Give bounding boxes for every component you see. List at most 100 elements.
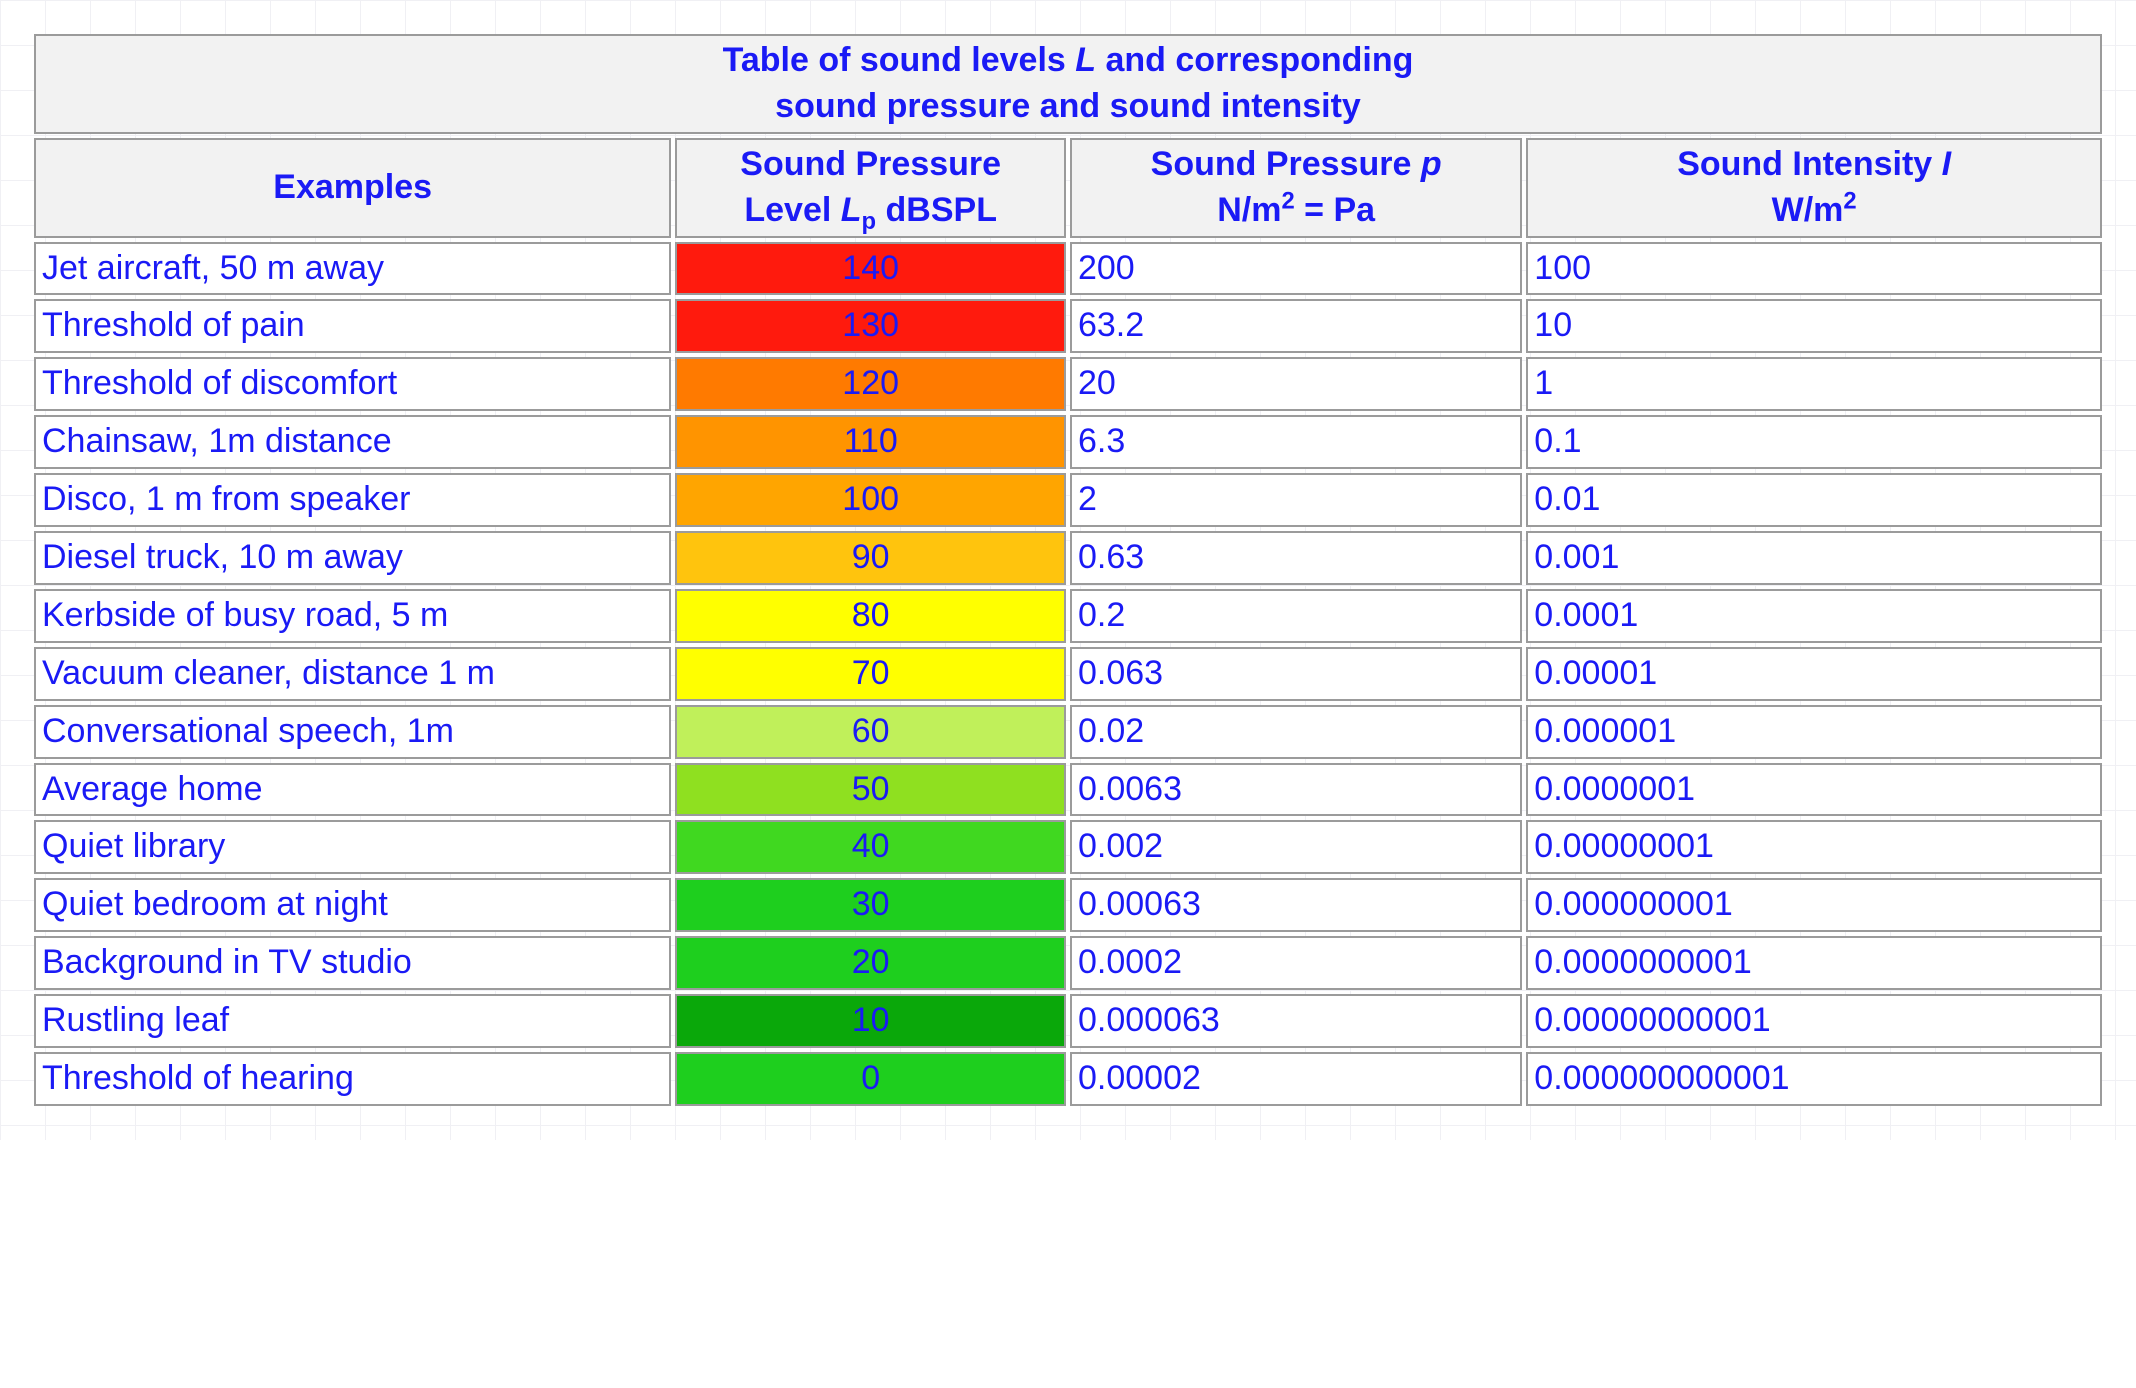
table-row: Threshold of hearing00.000020.0000000000… <box>34 1052 2102 1106</box>
cell-pressure: 0.0002 <box>1070 936 1522 990</box>
col-pressure-l2-pre: N/m <box>1217 191 1281 229</box>
cell-intensity: 0.000001 <box>1526 705 2102 759</box>
table-head: Table of sound levels L and correspondin… <box>34 34 2102 238</box>
cell-example: Threshold of pain <box>34 299 671 353</box>
cell-pressure: 0.002 <box>1070 820 1522 874</box>
col-pressure-sup: 2 <box>1281 187 1294 214</box>
cell-pressure: 0.02 <box>1070 705 1522 759</box>
col-pressure-l1-pre: Sound Pressure <box>1151 145 1421 183</box>
cell-level: 60 <box>675 705 1066 759</box>
cell-example: Threshold of discomfort <box>34 357 671 411</box>
cell-example: Diesel truck, 10 m away <box>34 531 671 585</box>
cell-pressure: 0.63 <box>1070 531 1522 585</box>
cell-intensity: 0.00001 <box>1526 647 2102 701</box>
table-row: Background in TV studio200.00020.0000000… <box>34 936 2102 990</box>
cell-intensity: 0.1 <box>1526 415 2102 469</box>
cell-level: 80 <box>675 589 1066 643</box>
col-pressure-sym: p <box>1421 145 1442 183</box>
table-row: Diesel truck, 10 m away900.630.001 <box>34 531 2102 585</box>
cell-pressure: 0.00002 <box>1070 1052 1522 1106</box>
col-intensity-l2-pre: W/m <box>1772 191 1844 229</box>
table-row: Threshold of pain13063.210 <box>34 299 2102 353</box>
table-row: Vacuum cleaner, distance 1 m700.0630.000… <box>34 647 2102 701</box>
col-intensity: Sound Intensity I W/m2 <box>1526 138 2102 238</box>
table-row: Threshold of discomfort120201 <box>34 357 2102 411</box>
cell-level: 70 <box>675 647 1066 701</box>
cell-intensity: 0.0001 <box>1526 589 2102 643</box>
cell-example: Jet aircraft, 50 m away <box>34 242 671 296</box>
table-row: Conversational speech, 1m600.020.000001 <box>34 705 2102 759</box>
col-intensity-sup: 2 <box>1843 187 1856 214</box>
col-level-l2-pre: Level <box>744 191 840 229</box>
cell-level: 20 <box>675 936 1066 990</box>
table-row: Jet aircraft, 50 m away140200100 <box>34 242 2102 296</box>
cell-intensity: 0.00000001 <box>1526 820 2102 874</box>
cell-pressure: 20 <box>1070 357 1522 411</box>
col-intensity-l1-pre: Sound Intensity <box>1677 145 1941 183</box>
cell-level: 90 <box>675 531 1066 585</box>
cell-intensity: 1 <box>1526 357 2102 411</box>
col-level-l2-post: dBSPL <box>876 191 997 229</box>
cell-pressure: 0.063 <box>1070 647 1522 701</box>
table-row: Quiet bedroom at night300.000630.0000000… <box>34 878 2102 932</box>
cell-level: 100 <box>675 473 1066 527</box>
cell-pressure: 0.2 <box>1070 589 1522 643</box>
cell-example: Background in TV studio <box>34 936 671 990</box>
cell-intensity: 0.0000000001 <box>1526 936 2102 990</box>
table-row: Chainsaw, 1m distance1106.30.1 <box>34 415 2102 469</box>
col-intensity-sym: I <box>1942 145 1951 183</box>
cell-example: Threshold of hearing <box>34 1052 671 1106</box>
cell-pressure: 200 <box>1070 242 1522 296</box>
cell-intensity: 0.000000001 <box>1526 878 2102 932</box>
cell-level: 30 <box>675 878 1066 932</box>
cell-pressure: 0.00063 <box>1070 878 1522 932</box>
table-row: Rustling leaf100.0000630.00000000001 <box>34 994 2102 1048</box>
col-level-sub: p <box>862 207 877 234</box>
col-level: Sound Pressure Level Lp dBSPL <box>675 138 1066 238</box>
table-row: Disco, 1 m from speaker10020.01 <box>34 473 2102 527</box>
cell-example: Quiet library <box>34 820 671 874</box>
cell-level: 40 <box>675 820 1066 874</box>
cell-intensity: 10 <box>1526 299 2102 353</box>
cell-pressure: 0.000063 <box>1070 994 1522 1048</box>
cell-example: Average home <box>34 763 671 817</box>
table-row: Kerbside of busy road, 5 m800.20.0001 <box>34 589 2102 643</box>
cell-pressure: 6.3 <box>1070 415 1522 469</box>
col-examples: Examples <box>34 138 671 238</box>
cell-level: 50 <box>675 763 1066 817</box>
table-row: Quiet library400.0020.00000001 <box>34 820 2102 874</box>
cell-level: 10 <box>675 994 1066 1048</box>
cell-pressure: 0.0063 <box>1070 763 1522 817</box>
cell-level: 0 <box>675 1052 1066 1106</box>
cell-example: Disco, 1 m from speaker <box>34 473 671 527</box>
cell-level: 130 <box>675 299 1066 353</box>
header-row: Examples Sound Pressure Level Lp dBSPL S… <box>34 138 2102 238</box>
cell-example: Chainsaw, 1m distance <box>34 415 671 469</box>
col-level-sym: L <box>841 191 862 229</box>
cell-intensity: 0.00000000001 <box>1526 994 2102 1048</box>
sound-levels-table: Table of sound levels L and correspondin… <box>30 30 2106 1110</box>
cell-pressure: 63.2 <box>1070 299 1522 353</box>
table-body: Jet aircraft, 50 m away140200100Threshol… <box>34 242 2102 1106</box>
title-row: Table of sound levels L and correspondin… <box>34 34 2102 134</box>
cell-level: 120 <box>675 357 1066 411</box>
cell-example: Vacuum cleaner, distance 1 m <box>34 647 671 701</box>
cell-pressure: 2 <box>1070 473 1522 527</box>
table-title: Table of sound levels L and correspondin… <box>34 34 2102 134</box>
cell-level: 110 <box>675 415 1066 469</box>
cell-intensity: 0.001 <box>1526 531 2102 585</box>
col-pressure: Sound Pressure p N/m2 = Pa <box>1070 138 1522 238</box>
cell-level: 140 <box>675 242 1066 296</box>
cell-intensity: 100 <box>1526 242 2102 296</box>
cell-intensity: 0.0000001 <box>1526 763 2102 817</box>
cell-example: Quiet bedroom at night <box>34 878 671 932</box>
cell-example: Rustling leaf <box>34 994 671 1048</box>
cell-intensity: 0.01 <box>1526 473 2102 527</box>
cell-example: Conversational speech, 1m <box>34 705 671 759</box>
cell-example: Kerbside of busy road, 5 m <box>34 589 671 643</box>
col-level-l1: Sound Pressure <box>740 145 1001 183</box>
page: Table of sound levels L and correspondin… <box>0 0 2136 1140</box>
table-row: Average home500.00630.0000001 <box>34 763 2102 817</box>
col-pressure-l2-post: = Pa <box>1295 191 1375 229</box>
cell-intensity: 0.000000000001 <box>1526 1052 2102 1106</box>
